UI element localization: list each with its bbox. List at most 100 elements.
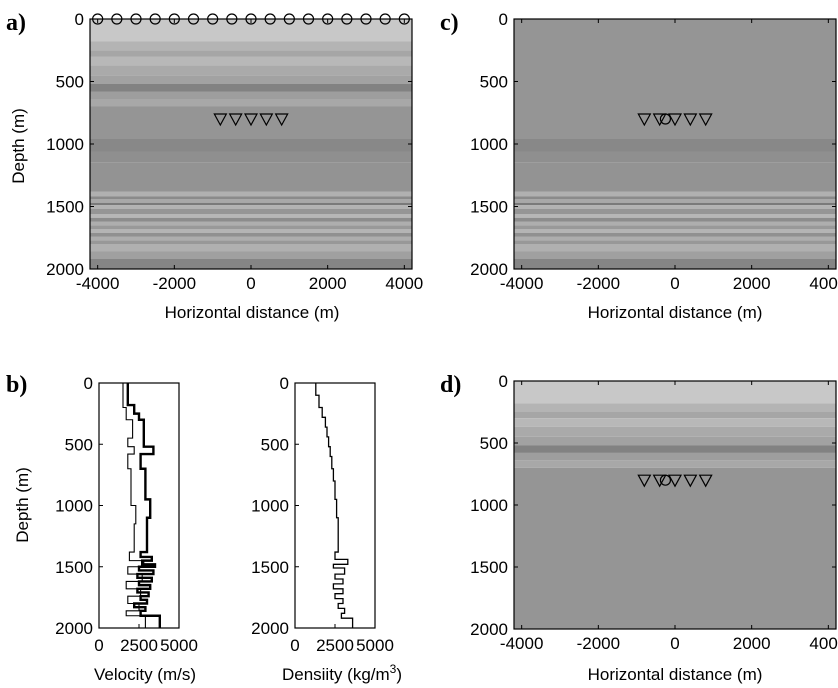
layer-band-14 [514,229,836,233]
velocity-xlabel: Velocity (m/s) [94,665,196,684]
layer-band-15 [514,232,836,237]
x-tick-label: -2000 [153,274,196,293]
receiver-marker [667,113,683,127]
layer-band-29 [90,259,412,269]
layer-band-2 [514,412,836,419]
layer-band-3 [514,162,836,192]
y-tick-label: 500 [480,434,508,453]
layer-band-19 [514,251,836,259]
x-tick-label: 4000 [809,634,838,653]
layer-band-16 [90,202,412,206]
y-tick-label: 500 [480,73,508,92]
x-tick-label: 2000 [733,274,771,293]
layer-band-13 [90,191,412,197]
panel-c-xlabel: Horizontal distance (m) [588,303,763,322]
layer-band-27 [90,244,412,252]
receiver-marker [667,474,683,488]
layer-band-19 [90,214,412,218]
layer-band-17 [90,205,412,209]
y-tick-label: 1000 [470,496,508,515]
x-tick-label: 4000 [385,274,423,293]
layer-band-26 [90,240,412,244]
receiver-marker [652,113,667,127]
layer-band-2 [514,151,836,163]
y-tick-label: 1500 [46,198,84,217]
panel-a-model: -4000 -2000 0 2000 4000 0 500 1000 1500 2000 [46,10,423,293]
y-tick-label: 0 [84,374,93,393]
y-tick-label: 1000 [251,497,289,516]
layer-band-12 [514,221,836,226]
y-tick-label: 2000 [251,619,289,638]
velocity-log-thin [122,383,146,628]
layer-band-7 [514,202,836,206]
layer-band-14 [90,196,412,199]
y-tick-label: 1000 [470,135,508,154]
x-tick-label: -4000 [500,634,543,653]
x-tick-label: 2000 [733,634,771,653]
layer-band-15 [90,199,412,203]
y-tick-label: 2000 [470,620,508,639]
x-tick-label: 2500 [316,636,354,655]
layer-band-20 [90,217,412,222]
layer-band-7 [514,452,836,461]
layer-band-8 [90,99,412,107]
x-tick-label: -4000 [500,274,543,293]
layer-band-18 [514,244,836,252]
layer-band-5 [514,196,836,199]
layer-band-21 [90,221,412,226]
panel-d-xlabel: Horizontal distance (m) [588,665,763,684]
x-tick-label: 4000 [809,274,838,293]
x-tick-label: 2000 [309,274,347,293]
panel-label-c: c) [440,10,459,36]
layer-band-0 [514,19,836,139]
layer-band-16 [514,236,836,241]
layer-band-24 [90,232,412,237]
x-tick-label: -4000 [76,274,119,293]
x-tick-label: 5000 [356,636,394,655]
layer-band-18 [90,209,412,214]
layer-band-1 [514,139,836,152]
layer-band-3 [90,56,412,66]
source-marker [659,113,672,125]
x-tick-label: -2000 [577,274,620,293]
layer-band-5 [514,436,836,446]
x-tick-label: 0 [94,636,103,655]
layer-band-1 [90,41,412,51]
layer-band-17 [514,240,836,244]
layer-band-6 [514,199,836,203]
receiver-marker [683,113,698,127]
y-tick-label: 1500 [470,558,508,577]
layer-band-4 [90,65,412,76]
receiver-marker [228,113,243,127]
y-tick-label: 0 [499,10,508,29]
x-tick-label: 0 [670,274,679,293]
y-tick-label: 2000 [46,260,84,279]
layer-band-2 [90,50,412,57]
panel-d-model: -4000 -2000 0 2000 4000 0 500 1000 1500 2000 [470,372,838,653]
x-tick-label: 0 [670,634,679,653]
y-tick-label: 1000 [55,497,93,516]
panel-b-ylabel: Depth (m) [13,467,32,543]
y-tick-label: 500 [261,435,289,454]
receiver-marker [259,113,274,127]
y-tick-label: 1500 [251,558,289,577]
panel-b-density-log: 0 2500 5000 0 500 1000 1500 2000 [251,374,394,655]
x-tick-label: 5000 [160,636,198,655]
layer-band-9 [514,209,836,214]
x-tick-label: 2500 [120,636,158,655]
layer-band-28 [90,251,412,259]
panel-a-xlabel: Horizontal distance (m) [165,303,340,322]
panel-label-d: d) [440,372,461,398]
layer-band-23 [90,229,412,233]
layer-band-5 [90,75,412,84]
y-tick-label: 500 [56,73,84,92]
layer-band-11 [90,151,412,163]
layer-band-9 [90,106,412,139]
receiver-marker [698,113,713,127]
layer-band-10 [90,139,412,152]
layer-band-1 [514,403,836,412]
x-tick-label: 0 [246,274,255,293]
y-tick-label: 2000 [55,619,93,638]
layer-band-0 [90,19,412,42]
layer-band-0 [514,381,836,404]
